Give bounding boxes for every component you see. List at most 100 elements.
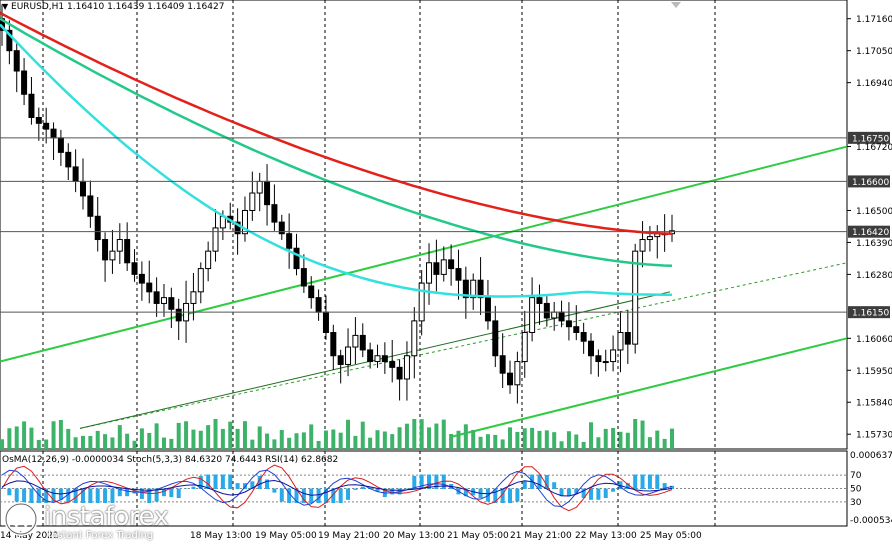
volume-bar <box>618 431 623 449</box>
candle <box>543 296 550 327</box>
osma-bar <box>294 488 299 503</box>
candle-body <box>146 282 153 293</box>
candle <box>646 225 653 252</box>
candle <box>35 107 42 141</box>
price-tick-label-2: 1.16940 <box>856 79 892 89</box>
candle <box>477 257 484 315</box>
volume-bar <box>7 428 12 449</box>
chart-shift-marker-icon[interactable] <box>671 2 681 8</box>
price-tick-label-7: 1.16060 <box>856 335 892 345</box>
price-tick-label-3: 1.16720 <box>856 143 892 153</box>
osma-bar <box>419 474 424 489</box>
candle-body <box>455 268 462 281</box>
osma-bar <box>184 488 189 489</box>
candle <box>131 249 138 282</box>
candle-body <box>264 180 271 206</box>
candle-body <box>565 320 572 328</box>
volume-bar <box>331 429 336 449</box>
osma-bar <box>640 474 645 489</box>
candlesticks <box>0 4 675 404</box>
osma-bar <box>169 488 174 498</box>
candle <box>573 305 580 341</box>
osc-axis-label-3: 30 <box>850 498 862 508</box>
volume-bar <box>397 427 402 449</box>
volume-bar <box>493 434 498 449</box>
osma-bar <box>581 488 586 498</box>
volume-bar <box>294 433 299 449</box>
candle <box>624 310 631 364</box>
candle-body <box>448 259 455 270</box>
trend-line-0 <box>0 145 848 363</box>
collapse-arrow-icon[interactable]: ▼ <box>2 2 9 11</box>
candle-body <box>241 209 248 235</box>
oscillator-pane: 0.000637 70 50 30 -0.000534 <box>0 451 892 526</box>
candle-body <box>543 302 550 319</box>
volume-bar <box>36 439 41 449</box>
oscillator-line-2 <box>1 479 673 497</box>
candle <box>536 284 543 325</box>
candle-body <box>13 50 20 72</box>
osma-bar <box>500 488 505 503</box>
candle-body <box>116 239 123 252</box>
volume-bar <box>508 427 513 449</box>
candle-body <box>330 332 337 357</box>
osma-bar <box>22 488 27 503</box>
candle-body <box>35 117 42 124</box>
osma-bar <box>29 488 34 503</box>
level-tag-label-2: 1.16420 <box>852 228 889 238</box>
volume-bar <box>242 421 247 449</box>
candle <box>330 324 337 370</box>
candle <box>168 287 175 329</box>
candle <box>205 241 212 282</box>
candle <box>65 143 72 181</box>
osma-bar <box>670 485 674 489</box>
candle-body <box>168 297 175 310</box>
candle-body <box>617 332 624 351</box>
level-tag-label-1: 1.16600 <box>852 178 889 188</box>
osma-bar <box>228 474 233 489</box>
osma-bar <box>574 488 579 494</box>
volume-bar <box>625 432 630 449</box>
volume-bar <box>169 438 174 449</box>
osma-bar <box>434 474 439 489</box>
candle-body <box>278 221 285 235</box>
osma-bar <box>537 474 542 489</box>
osma-bar <box>463 488 468 497</box>
candle-body <box>389 361 396 368</box>
volume-bar <box>611 427 616 449</box>
candle-body <box>43 122 50 130</box>
level-tag-label-0: 1.16750 <box>852 134 889 144</box>
candle-body <box>190 291 197 304</box>
candle-body <box>669 230 675 235</box>
candle-body <box>271 204 278 223</box>
volume-bar <box>449 433 454 449</box>
volume-bar <box>29 427 34 449</box>
time-tick-label-0: 14 May 2021 <box>0 531 59 541</box>
candle <box>13 43 20 93</box>
volume-bar <box>103 434 108 449</box>
osma-bar <box>51 488 56 503</box>
candle-body <box>205 250 212 270</box>
candle-body <box>293 247 300 270</box>
level-tag-bg-0 <box>848 131 890 144</box>
indicator-header: OsMA(12,26,9) -0.0000034 Stoch(5,3,3) 84… <box>2 455 338 465</box>
osma-bar <box>191 486 196 489</box>
volume-bar <box>603 428 608 449</box>
osma-bar <box>390 488 395 495</box>
volume-bar <box>250 439 255 449</box>
candle-body <box>374 355 381 363</box>
volume-bar <box>73 437 78 449</box>
candle-body <box>94 215 101 241</box>
candle-body <box>499 355 506 374</box>
osc-axis-label-0: 0.000637 <box>850 451 892 461</box>
osma-bar <box>441 474 446 489</box>
osma-bar <box>265 479 270 489</box>
candle-body <box>411 320 418 357</box>
candle-body <box>359 334 366 351</box>
candle-body <box>381 355 388 363</box>
osma-bar <box>412 475 417 489</box>
candle <box>565 302 572 341</box>
osma-bar <box>552 482 557 489</box>
osma-bar <box>139 488 144 499</box>
